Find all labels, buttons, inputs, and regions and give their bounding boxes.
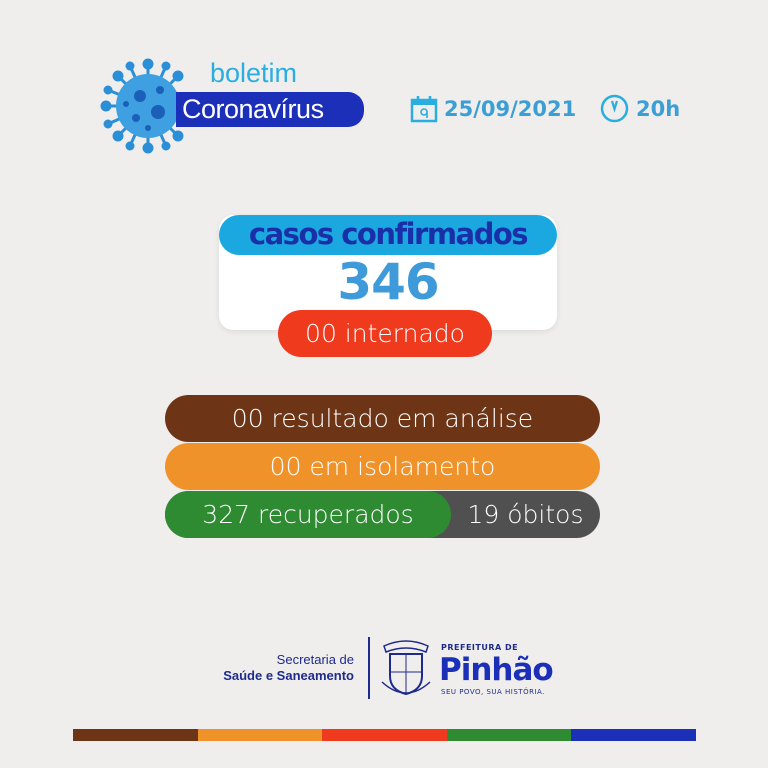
city-name: Pinhão — [439, 652, 554, 688]
stripe-blue — [571, 729, 696, 741]
secretaria-line1: Secretaria de — [276, 652, 354, 667]
isolation-bar: 00 em isolamento — [165, 443, 600, 490]
boletim-label: boletim — [210, 58, 298, 88]
hospitalized-badge: 00 internado — [278, 310, 492, 357]
stripe-orange — [197, 729, 323, 741]
stripe-green — [446, 729, 572, 741]
coronavirus-title: Coronavírus — [176, 92, 364, 127]
clock-icon — [600, 94, 629, 123]
calendar-icon — [410, 96, 438, 123]
secretaria-logo: Secretaria de Saúde e Saneamento — [210, 652, 354, 684]
crest-icon — [381, 640, 431, 696]
prefeitura-label: PREFEITURA DE — [441, 643, 519, 652]
stripe-red — [322, 729, 447, 741]
deaths-bar: 19 óbitos — [467, 500, 584, 529]
analysis-bar: 00 resultado em análise — [165, 395, 600, 442]
slogan: SEU POVO, SUA HISTÓRIA. — [441, 688, 545, 696]
recovered-bar: 327 recuperados — [165, 491, 451, 538]
confirmed-count: 346 — [337, 253, 439, 311]
date: 25/09/2021 — [444, 97, 577, 121]
secretaria-line2: Saúde e Saneamento — [223, 668, 354, 683]
virus-icon — [100, 58, 196, 154]
divider — [368, 637, 370, 699]
confirmed-label: casos confirmados — [219, 215, 557, 255]
time: 20h — [636, 97, 681, 121]
stripe-brown — [73, 729, 198, 741]
